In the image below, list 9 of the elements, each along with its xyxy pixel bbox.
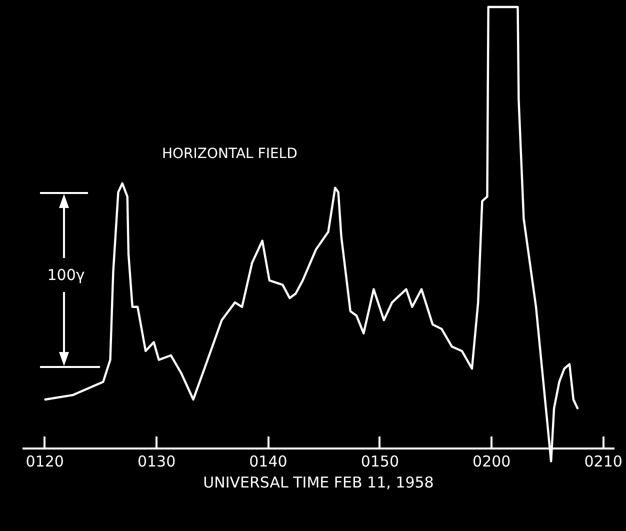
x-tick-label: 0120 [26,452,64,470]
x-axis-title: UNIVERSAL TIME FEB 11, 1958 [203,474,434,492]
x-tick-label: 0210 [584,452,622,470]
x-tick-label: 0150 [360,452,400,470]
text: HORIZONTAL FIELD [162,146,298,162]
annotation: 100γ [47,266,85,284]
x-tick-label: 0200 [472,452,511,470]
x-tick-label: 0140 [249,452,288,470]
x-tick-label: 0130 [137,452,176,470]
